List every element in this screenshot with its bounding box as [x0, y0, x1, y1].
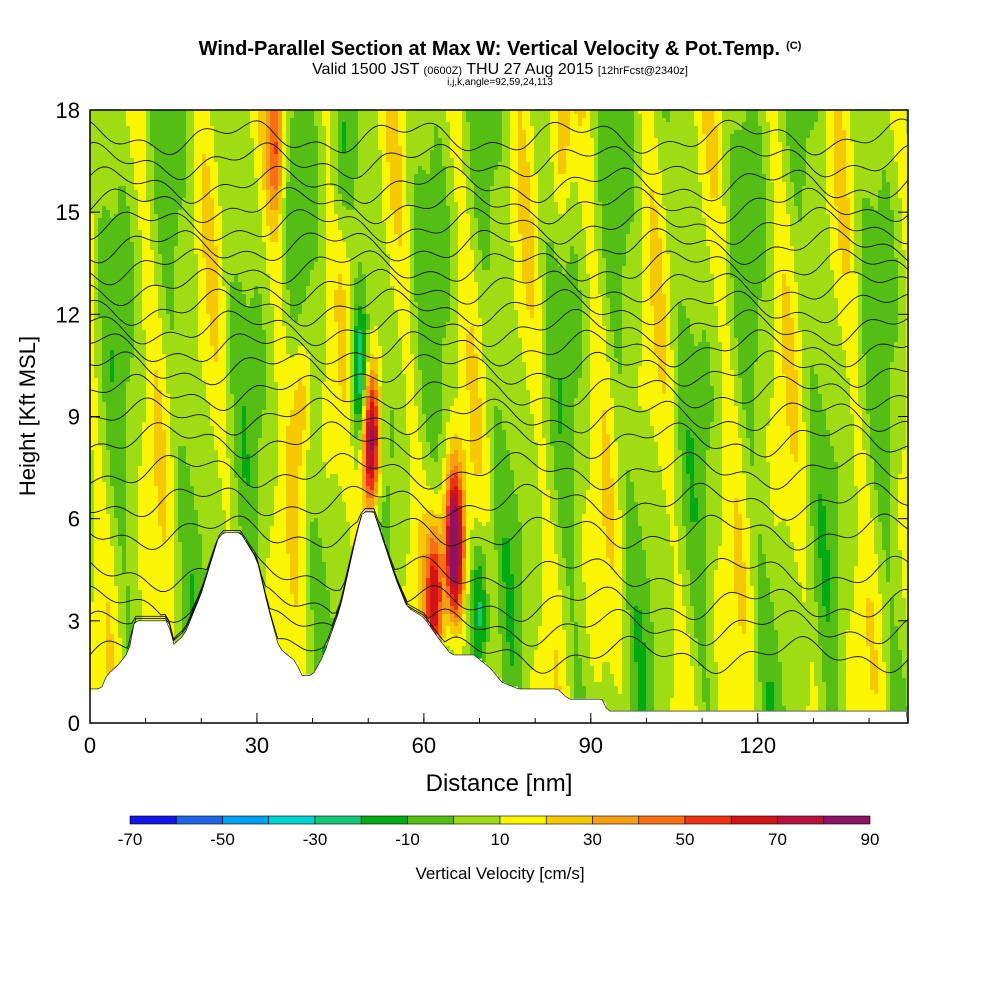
- colorbar-swatch: [823, 815, 871, 825]
- y-tick-label: 12: [56, 302, 80, 327]
- chart-title: Wind-Parallel Section at Max W: Vertical…: [0, 38, 1000, 61]
- colorbar-swatch: [777, 815, 825, 825]
- colorbar-swatch: [407, 815, 455, 825]
- colorbar-swatch: [592, 815, 640, 825]
- x-tick-label: 90: [579, 733, 603, 758]
- colorbar-label: Vertical Velocity [cm/s]: [0, 864, 1000, 884]
- colorbar-swatch: [730, 815, 778, 825]
- valid-zulu: (0600Z): [424, 65, 463, 77]
- colorbar-tick-label: 70: [768, 830, 787, 849]
- colorbar-tick-label: -70: [118, 830, 143, 849]
- colorbar-swatch: [499, 815, 547, 825]
- x-tick-label: 60: [412, 733, 436, 758]
- x-tick-label: 0: [84, 733, 96, 758]
- colorbar-tick-label: 90: [861, 830, 880, 849]
- colorbar-tick-label: -10: [395, 830, 420, 849]
- colorbar-tick-label: -30: [303, 830, 328, 849]
- x-tick-label: 120: [739, 733, 776, 758]
- colorbar-swatch: [453, 815, 501, 825]
- colorbar-tick-label: 30: [583, 830, 602, 849]
- y-tick-label: 0: [68, 711, 80, 736]
- colorbar-swatch: [360, 815, 408, 825]
- colorbar-tick-label: -50: [210, 830, 235, 849]
- x-tick-label: 30: [245, 733, 269, 758]
- colorbar-swatch: [314, 815, 362, 825]
- y-tick-label: 18: [56, 98, 80, 123]
- velocity-field: [90, 110, 908, 711]
- y-axis: 0 3 6 9 12 15 18: [56, 98, 908, 736]
- colorbar-swatch: [684, 815, 732, 825]
- title-main: Wind-Parallel Section at Max W: Vertical…: [199, 38, 780, 60]
- colorbar-tick-label: 10: [491, 830, 510, 849]
- chart-subtitle: Valid 1500 JST (0600Z) THU 27 Aug 2015 […: [0, 61, 1000, 79]
- y-tick-label: 6: [68, 507, 80, 532]
- valid-time: Valid 1500 JST: [312, 61, 419, 78]
- valid-date: THU 27 Aug 2015: [466, 61, 593, 78]
- colorbar: -70 -50 -30 -10 10 30 50 70 90: [118, 815, 880, 849]
- terrain: [90, 511, 908, 723]
- isentrope-lines: [90, 118, 908, 675]
- x-axis-label: Distance [nm]: [426, 770, 573, 797]
- colorbar-swatch: [129, 815, 177, 825]
- colorbar-tick-label: 50: [676, 830, 695, 849]
- y-tick-label: 3: [68, 609, 80, 634]
- y-tick-label: 9: [68, 405, 80, 430]
- colorbar-swatch: [268, 815, 316, 825]
- colorbar-swatch: [545, 815, 593, 825]
- colorbar-swatch: [638, 815, 686, 825]
- colorbar-swatch: [175, 815, 223, 825]
- x-axis: 0 30 60 90 120: [84, 713, 870, 758]
- y-tick-label: 15: [56, 200, 80, 225]
- grid-indices: i,j,k,angle=92,59,24,113: [0, 77, 1000, 88]
- forecast-info: [12hrFcst@2340z]: [598, 65, 688, 77]
- copyright-mark: (C): [786, 40, 801, 52]
- colorbar-swatch: [222, 815, 270, 825]
- y-axis-label: Height [Kft MSL]: [15, 336, 40, 496]
